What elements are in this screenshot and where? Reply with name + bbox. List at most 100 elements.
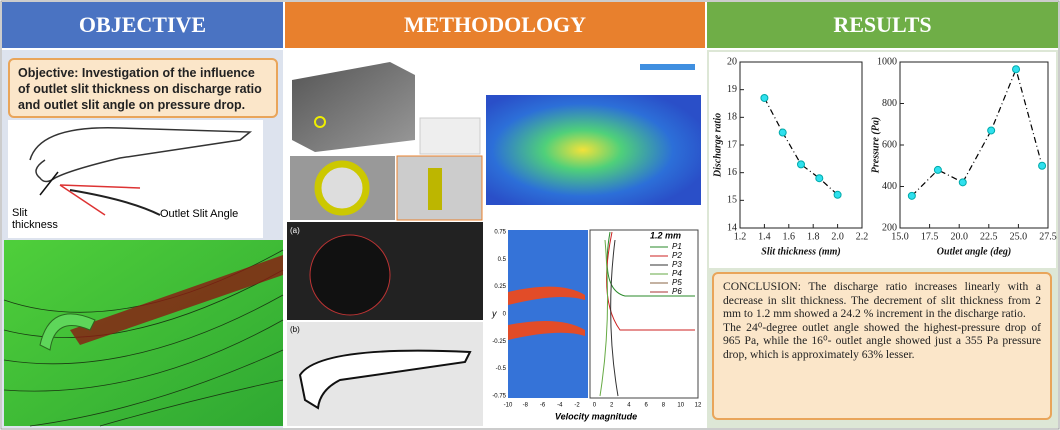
y-tick-label: 16 (727, 167, 737, 178)
slit-mesh (428, 168, 442, 210)
tick-label: 10 (677, 403, 684, 409)
ring-mesh (314, 160, 370, 216)
tick-label: -6 (540, 403, 546, 409)
tick-label: -4 (557, 403, 563, 409)
legend-label: P4 (672, 269, 682, 278)
legend-label: P3 (672, 260, 682, 269)
x-tick-label: 22.5 (980, 231, 998, 242)
legend-label: P5 (672, 278, 682, 287)
tick-label: 12 (695, 403, 702, 409)
charts-bg (709, 52, 1056, 268)
leader (69, 189, 161, 216)
leader (39, 171, 59, 196)
point (958, 178, 967, 187)
y-tick-label: 600 (882, 139, 897, 150)
header-bg (2, 2, 283, 48)
y-tick-label: 19 (727, 84, 737, 95)
tick-label: -2 (574, 403, 580, 409)
objective-box: Objective: Investigation of the influenc… (8, 58, 278, 118)
label: Slit thickness (12, 207, 58, 231)
x-tick-label: 2.2 (856, 231, 869, 242)
streamlines (3, 249, 284, 427)
point (833, 190, 842, 199)
conclusion-text: The 24⁰-degree outlet angle showed the h… (723, 320, 1041, 361)
point (907, 191, 916, 200)
y-tick-label: 14 (727, 222, 737, 233)
contour (508, 230, 588, 398)
header: OBJECTIVE (78, 12, 207, 37)
y-tick-label: 800 (882, 98, 897, 109)
angle-line (59, 184, 106, 216)
y-axis-label: Discharge ratio (712, 113, 723, 178)
legend-label: P2 (672, 251, 682, 260)
x-tick-label: 25.0 (1010, 231, 1028, 242)
y-tick-label: 20 (727, 56, 737, 67)
x-tick-label: 20.0 (950, 231, 968, 242)
conclusion-box: CONCLUSION: The discharge ratio increase… (712, 272, 1052, 420)
x-tick-label: 1.4 (758, 231, 771, 242)
x-tick-label: 15.0 (891, 231, 909, 242)
nozzle (39, 313, 96, 351)
legend-label: P1 (672, 242, 682, 251)
tick-label: 0.5 (498, 257, 507, 263)
point (797, 160, 805, 169)
point (987, 126, 996, 135)
x-tick-label: 17.5 (921, 231, 939, 242)
plot-title: 1.2 mm (650, 230, 681, 240)
airfoil-mesh (298, 349, 472, 410)
tick-label: -0.75 (492, 394, 506, 400)
tick-label: -10 (504, 403, 513, 409)
y-tick-label: 200 (882, 222, 897, 233)
y-tick-label: 17 (727, 139, 737, 150)
x-tick-label: 1.2 (734, 231, 747, 242)
point (815, 174, 824, 183)
header: METHODOLOGY (403, 12, 587, 37)
tick-label: 6 (645, 403, 649, 409)
plot-frame (589, 229, 699, 399)
header-bg (707, 2, 1058, 48)
tick-label: -0.5 (496, 366, 507, 372)
mesh-detail (419, 117, 481, 155)
panel-tag: (a) (290, 226, 300, 235)
inlet (314, 116, 326, 128)
y-tick-label: 400 (882, 181, 897, 192)
x-tick-label: 27.5 (1039, 231, 1057, 242)
tick-label: 8 (662, 403, 666, 409)
tick-label: 0.25 (494, 284, 506, 290)
profiles (599, 231, 695, 397)
tick-label: -8 (523, 403, 529, 409)
colorbar (640, 64, 695, 70)
tick-label: 0.75 (494, 230, 506, 236)
header-bg (285, 2, 705, 48)
point (778, 128, 787, 137)
point (1038, 161, 1047, 170)
y-tick-label: 1000 (877, 56, 897, 67)
x-tick-label: 1.6 (783, 231, 796, 242)
mesh-box (292, 62, 415, 152)
header: RESULTS (833, 12, 932, 37)
x-axis-label: Slit thickness (mm) (761, 246, 840, 257)
line (911, 67, 1043, 197)
conclusion-text: CONCLUSION: The discharge ratio increase… (723, 280, 1041, 321)
sketch-bg (8, 120, 263, 238)
axis-label: Velocity magnitude (555, 411, 637, 421)
tick-label: 0 (503, 312, 507, 318)
point (760, 93, 769, 102)
mesh-circle (309, 234, 391, 316)
tick-label: 4 (627, 403, 631, 409)
y-axis-label: Pressure (Pa) (870, 117, 881, 173)
x-axis-label: Outlet angle (deg) (937, 246, 1011, 257)
label: Outlet Slit Angle (160, 208, 239, 220)
legend-label: P6 (672, 287, 682, 296)
point (933, 165, 942, 174)
axis-label: y (491, 308, 497, 318)
tick-label: -0.25 (492, 339, 506, 345)
point (1012, 65, 1021, 74)
jet (70, 255, 283, 345)
panel-tag: (b) (290, 325, 300, 334)
x-tick-label: 1.8 (807, 231, 820, 242)
angle-line (59, 184, 141, 189)
contour-jet (508, 286, 585, 340)
objective-text: Objective: Investigation of the influenc… (18, 66, 262, 112)
